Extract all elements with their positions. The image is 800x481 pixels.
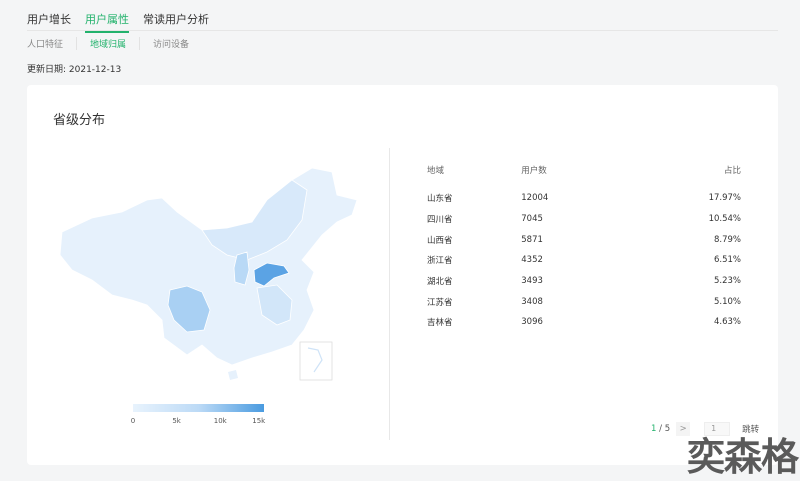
china-map[interactable] [52, 160, 372, 390]
region-table: 地域 用户数 占比 山东省 12004 17.97% 四川省 7045 10.54% 山西省… [427, 160, 741, 333]
page-indicator: 1 / 5 [651, 424, 671, 434]
table-row: 山东省 12004 17.97% [427, 188, 741, 209]
cell-users: 12004 [521, 193, 549, 204]
table-row: 浙江省 4352 6.51% [427, 250, 741, 271]
map-region-shandong[interactable] [253, 262, 290, 287]
col-header-users: 用户数 [521, 166, 547, 176]
pagination: 1 / 5 > 1 跳转 [651, 422, 759, 436]
next-page-button[interactable]: > [676, 422, 691, 436]
map-south-sea-islands [307, 347, 323, 373]
map-region-shanxi[interactable] [233, 251, 250, 286]
cell-users: 7045 [521, 214, 543, 225]
jump-button[interactable]: 跳转 [742, 425, 760, 435]
cell-region: 吉林省 [427, 318, 453, 329]
cell-region: 浙江省 [427, 256, 453, 267]
legend-tick: 10k [213, 417, 227, 425]
legend-tick: 5k [172, 417, 181, 425]
legend-tick: 15k [252, 417, 266, 425]
legend-gradient-bar[interactable] [133, 404, 264, 412]
cell-users: 3096 [521, 317, 543, 328]
table-row: 江苏省 3408 5.10% [427, 291, 741, 312]
cell-users: 3493 [521, 276, 543, 287]
table-row: 山西省 5871 8.79% [427, 229, 741, 250]
main-tabs: 用户增长 用户属性 常读用户分析 [27, 11, 209, 33]
province-distribution-card: 省级分布 0 5k 10k 15k 地域 用户数 占比 山东省 12004 17.9… [27, 85, 778, 465]
update-date: 更新日期: 2021-12-13 [27, 65, 122, 75]
cell-ratio: 17.97% [708, 193, 741, 204]
cell-ratio: 5.23% [713, 276, 741, 287]
cell-region: 山东省 [427, 194, 453, 205]
page-jump-input[interactable]: 1 [704, 422, 731, 436]
cell-ratio: 8.79% [713, 234, 741, 245]
card-title: 省级分布 [53, 113, 106, 128]
tab-user-growth[interactable]: 用户增长 [27, 13, 71, 26]
tab-user-attributes[interactable]: 用户属性 [85, 11, 129, 33]
col-header-ratio: 占比 [723, 166, 741, 176]
tab-frequent-reader-analysis[interactable]: 常读用户分析 [143, 13, 209, 26]
map-region-east[interactable] [256, 284, 293, 326]
legend-tick: 0 [130, 417, 136, 425]
visual-map-legend[interactable]: 0 5k 10k 15k [130, 404, 266, 431]
cell-region: 江苏省 [427, 297, 453, 308]
col-header-region: 地域 [427, 166, 445, 176]
cell-ratio: 4.63% [713, 317, 741, 328]
table-row: 湖北省 3493 5.23% [427, 271, 741, 292]
watermark-logo: 奕森格 [686, 435, 799, 479]
cell-ratio: 5.10% [713, 296, 741, 307]
cell-region: 湖北省 [427, 277, 453, 288]
cell-ratio: 6.51% [713, 255, 741, 266]
tab-divider [27, 30, 778, 31]
cell-users: 3408 [521, 296, 543, 307]
subtab-region[interactable]: 地域归属 [76, 37, 139, 50]
cell-region: 四川省 [427, 215, 453, 226]
map-region-hainan[interactable] [228, 370, 238, 380]
cell-region: 山西省 [427, 235, 453, 246]
cell-ratio: 10.54% [708, 214, 741, 225]
map-region-mainland[interactable] [59, 167, 358, 366]
subtab-devices[interactable]: 访问设备 [139, 37, 202, 50]
table-row: 吉林省 3096 4.63% [427, 312, 741, 333]
sub-tabs: 人口特征 地域归属 访问设备 [27, 37, 202, 50]
map-south-sea-inset [299, 341, 333, 381]
vertical-divider [389, 148, 390, 440]
map-region-north[interactable] [201, 179, 308, 261]
map-region-sichuan[interactable] [167, 285, 211, 333]
subtab-demographics[interactable]: 人口特征 [27, 40, 64, 50]
cell-users: 4352 [521, 255, 543, 266]
table-row: 四川省 7045 10.54% [427, 209, 741, 230]
cell-users: 5871 [521, 234, 543, 245]
